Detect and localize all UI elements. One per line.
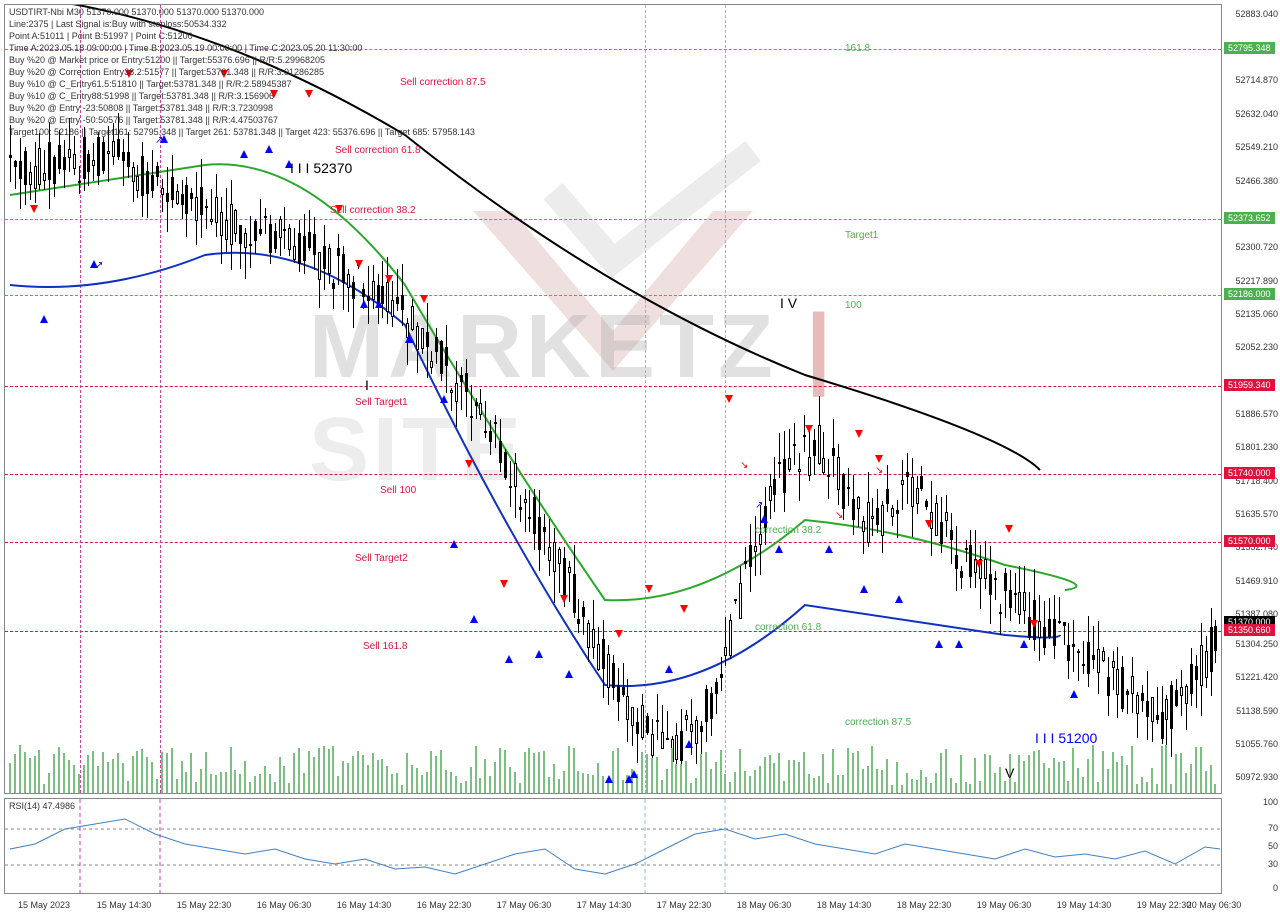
y-axis-price: 52883.04052714.87052632.04052549.2105246… xyxy=(1224,4,1278,794)
x-axis-time: 15 May 202315 May 14:3015 May 22:3016 Ma… xyxy=(4,898,1222,918)
y-axis-rsi: 1007050300 xyxy=(1224,798,1278,894)
chart-container: MARKETZ | SITE ↗↗↘↘↘↗ USDTIRT-Nbi M30 51… xyxy=(0,0,1280,920)
main-price-chart[interactable]: MARKETZ | SITE ↗↗↘↘↘↗ USDTIRT-Nbi M30 51… xyxy=(4,4,1222,794)
rsi-indicator-panel[interactable]: RSI(14) 47.4986 xyxy=(4,798,1222,894)
